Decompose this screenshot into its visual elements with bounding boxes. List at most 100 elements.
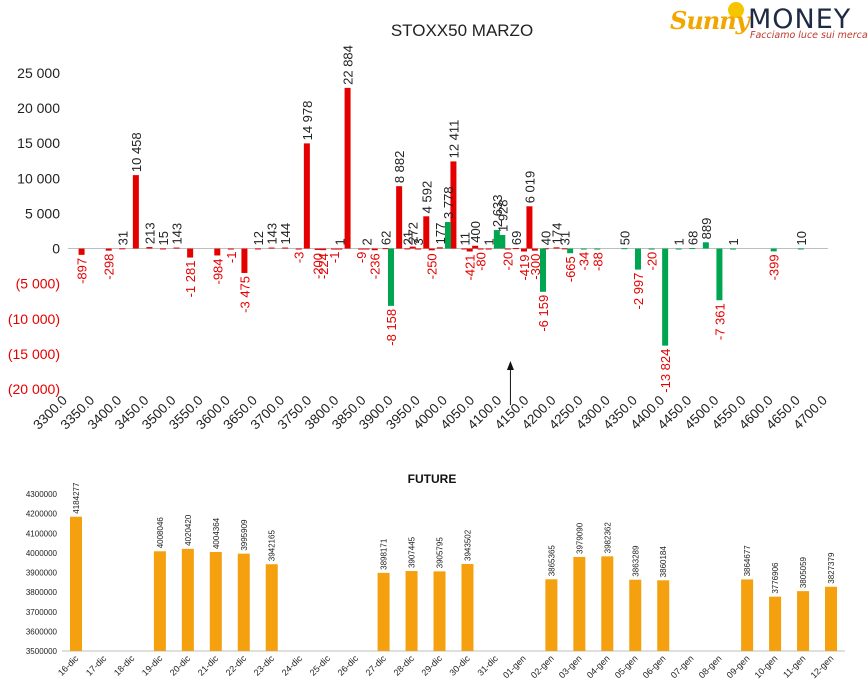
bar (540, 248, 546, 292)
x-tick-label: 12-gen (809, 653, 836, 680)
bar (214, 248, 221, 256)
bar (105, 248, 112, 251)
y-tick-label: (15 000) (8, 346, 60, 362)
bar (320, 248, 327, 251)
x-tick-label: 18-dic (112, 653, 137, 678)
data-label: 62 (379, 231, 394, 245)
y-tick-label: 3700000 (26, 608, 58, 617)
data-label: -1 281 (183, 261, 198, 298)
bar (268, 247, 275, 249)
y-tick-label: (5 000) (16, 276, 60, 292)
future-bar (377, 572, 390, 651)
data-label: 2 633 (490, 195, 505, 228)
future-bar (237, 553, 250, 651)
x-tick-label: 04-gen (585, 653, 612, 680)
future-bar (405, 571, 418, 651)
y-tick-label: 10 000 (17, 170, 60, 186)
future-data-label: 4008046 (156, 517, 165, 549)
data-label: 50 (617, 231, 632, 245)
y-tick-label: 5 000 (25, 205, 60, 221)
bar (282, 247, 289, 249)
future-data-label: 4020420 (184, 514, 193, 546)
bar (553, 247, 560, 249)
bar (119, 248, 126, 250)
future-data-labels: 4184277 4008046 4020420 4004364 3995909 39421… (72, 482, 836, 594)
data-label: 143 (170, 223, 185, 245)
bar (485, 248, 492, 250)
data-label: -399 (767, 254, 782, 280)
data-label: -7 361 (712, 303, 727, 340)
data-label: 15 (156, 231, 171, 245)
data-label: -419 (517, 254, 532, 280)
bar (477, 248, 484, 250)
bar (466, 248, 473, 252)
data-label: -421 (463, 255, 478, 281)
bar (423, 216, 430, 249)
data-label: 177 (433, 223, 448, 245)
future-bar (153, 551, 166, 651)
bar (336, 248, 343, 250)
data-label: -984 (210, 258, 225, 284)
data-label: -3 475 (237, 276, 252, 313)
bar (445, 222, 451, 249)
data-label: 68 (685, 231, 700, 245)
future-data-label: 3776906 (771, 562, 780, 594)
bar (331, 248, 337, 250)
options-open-interest-chart: STOXX50 MARZO (20 000) (15 000) (10 000) (5… (8, 21, 830, 433)
bar (450, 161, 457, 249)
bars (78, 87, 804, 346)
y-tick-label: 4100000 (26, 529, 58, 538)
data-label: -250 (425, 253, 440, 279)
bar (388, 248, 394, 306)
bar (409, 246, 416, 249)
y-tick-label: 4000000 (26, 549, 58, 558)
x-axis-ticks: 3300.03350.03400.03450.03500.03550.03600… (30, 393, 830, 433)
bar (504, 248, 511, 250)
data-label: 1 (332, 238, 347, 245)
bar (371, 248, 378, 251)
bar (314, 248, 321, 250)
data-label: 31 (558, 231, 573, 245)
future-bar (433, 571, 446, 651)
x-tick-label: 21-dic (196, 653, 221, 678)
bar (295, 248, 302, 250)
future-bar (741, 579, 754, 651)
future-bar (573, 556, 586, 651)
future-data-label: 3995909 (240, 519, 249, 551)
y-tick-label: 20 000 (17, 100, 60, 116)
bar (344, 87, 351, 249)
data-label: -897 (75, 258, 90, 284)
y-tick-label: 4300000 (26, 490, 58, 499)
bar (531, 248, 538, 251)
future-bar (797, 591, 810, 651)
data-label: 2 (360, 238, 375, 245)
bar (621, 248, 628, 250)
bar (187, 248, 194, 258)
data-label: -9 (354, 252, 369, 264)
x-tick-label: 06-gen (641, 653, 668, 680)
future-bars (69, 516, 838, 651)
x-tick-label: 27-dic (364, 653, 389, 678)
future-data-label: 3905795 (436, 537, 445, 569)
data-label: -34 (577, 252, 592, 271)
y-tick-label: 25 000 (17, 65, 60, 81)
x-tick-label: 28-dic (392, 653, 417, 678)
data-label: 31 (115, 231, 130, 245)
data-label: 40 (539, 231, 554, 245)
future-bar (265, 564, 278, 651)
y-tick-label: 4200000 (26, 510, 58, 519)
bar (436, 247, 443, 249)
bar (404, 248, 411, 250)
logo-tagline: Facciamo luce sui mercati (750, 30, 868, 41)
data-label: 3 778 (441, 186, 456, 219)
bar (635, 248, 641, 270)
bar (662, 248, 669, 346)
bar (521, 248, 527, 252)
y-tick-label: 3800000 (26, 588, 58, 597)
future-data-label: 4004364 (212, 517, 221, 549)
x-tick-label: 09-gen (725, 653, 752, 680)
bar (675, 248, 682, 250)
data-label: -300 (528, 254, 543, 280)
future-x-ticks: 16-dic 17-dic 18-dic 19-dic 20-dic 21-dic 22-d… (56, 653, 835, 680)
